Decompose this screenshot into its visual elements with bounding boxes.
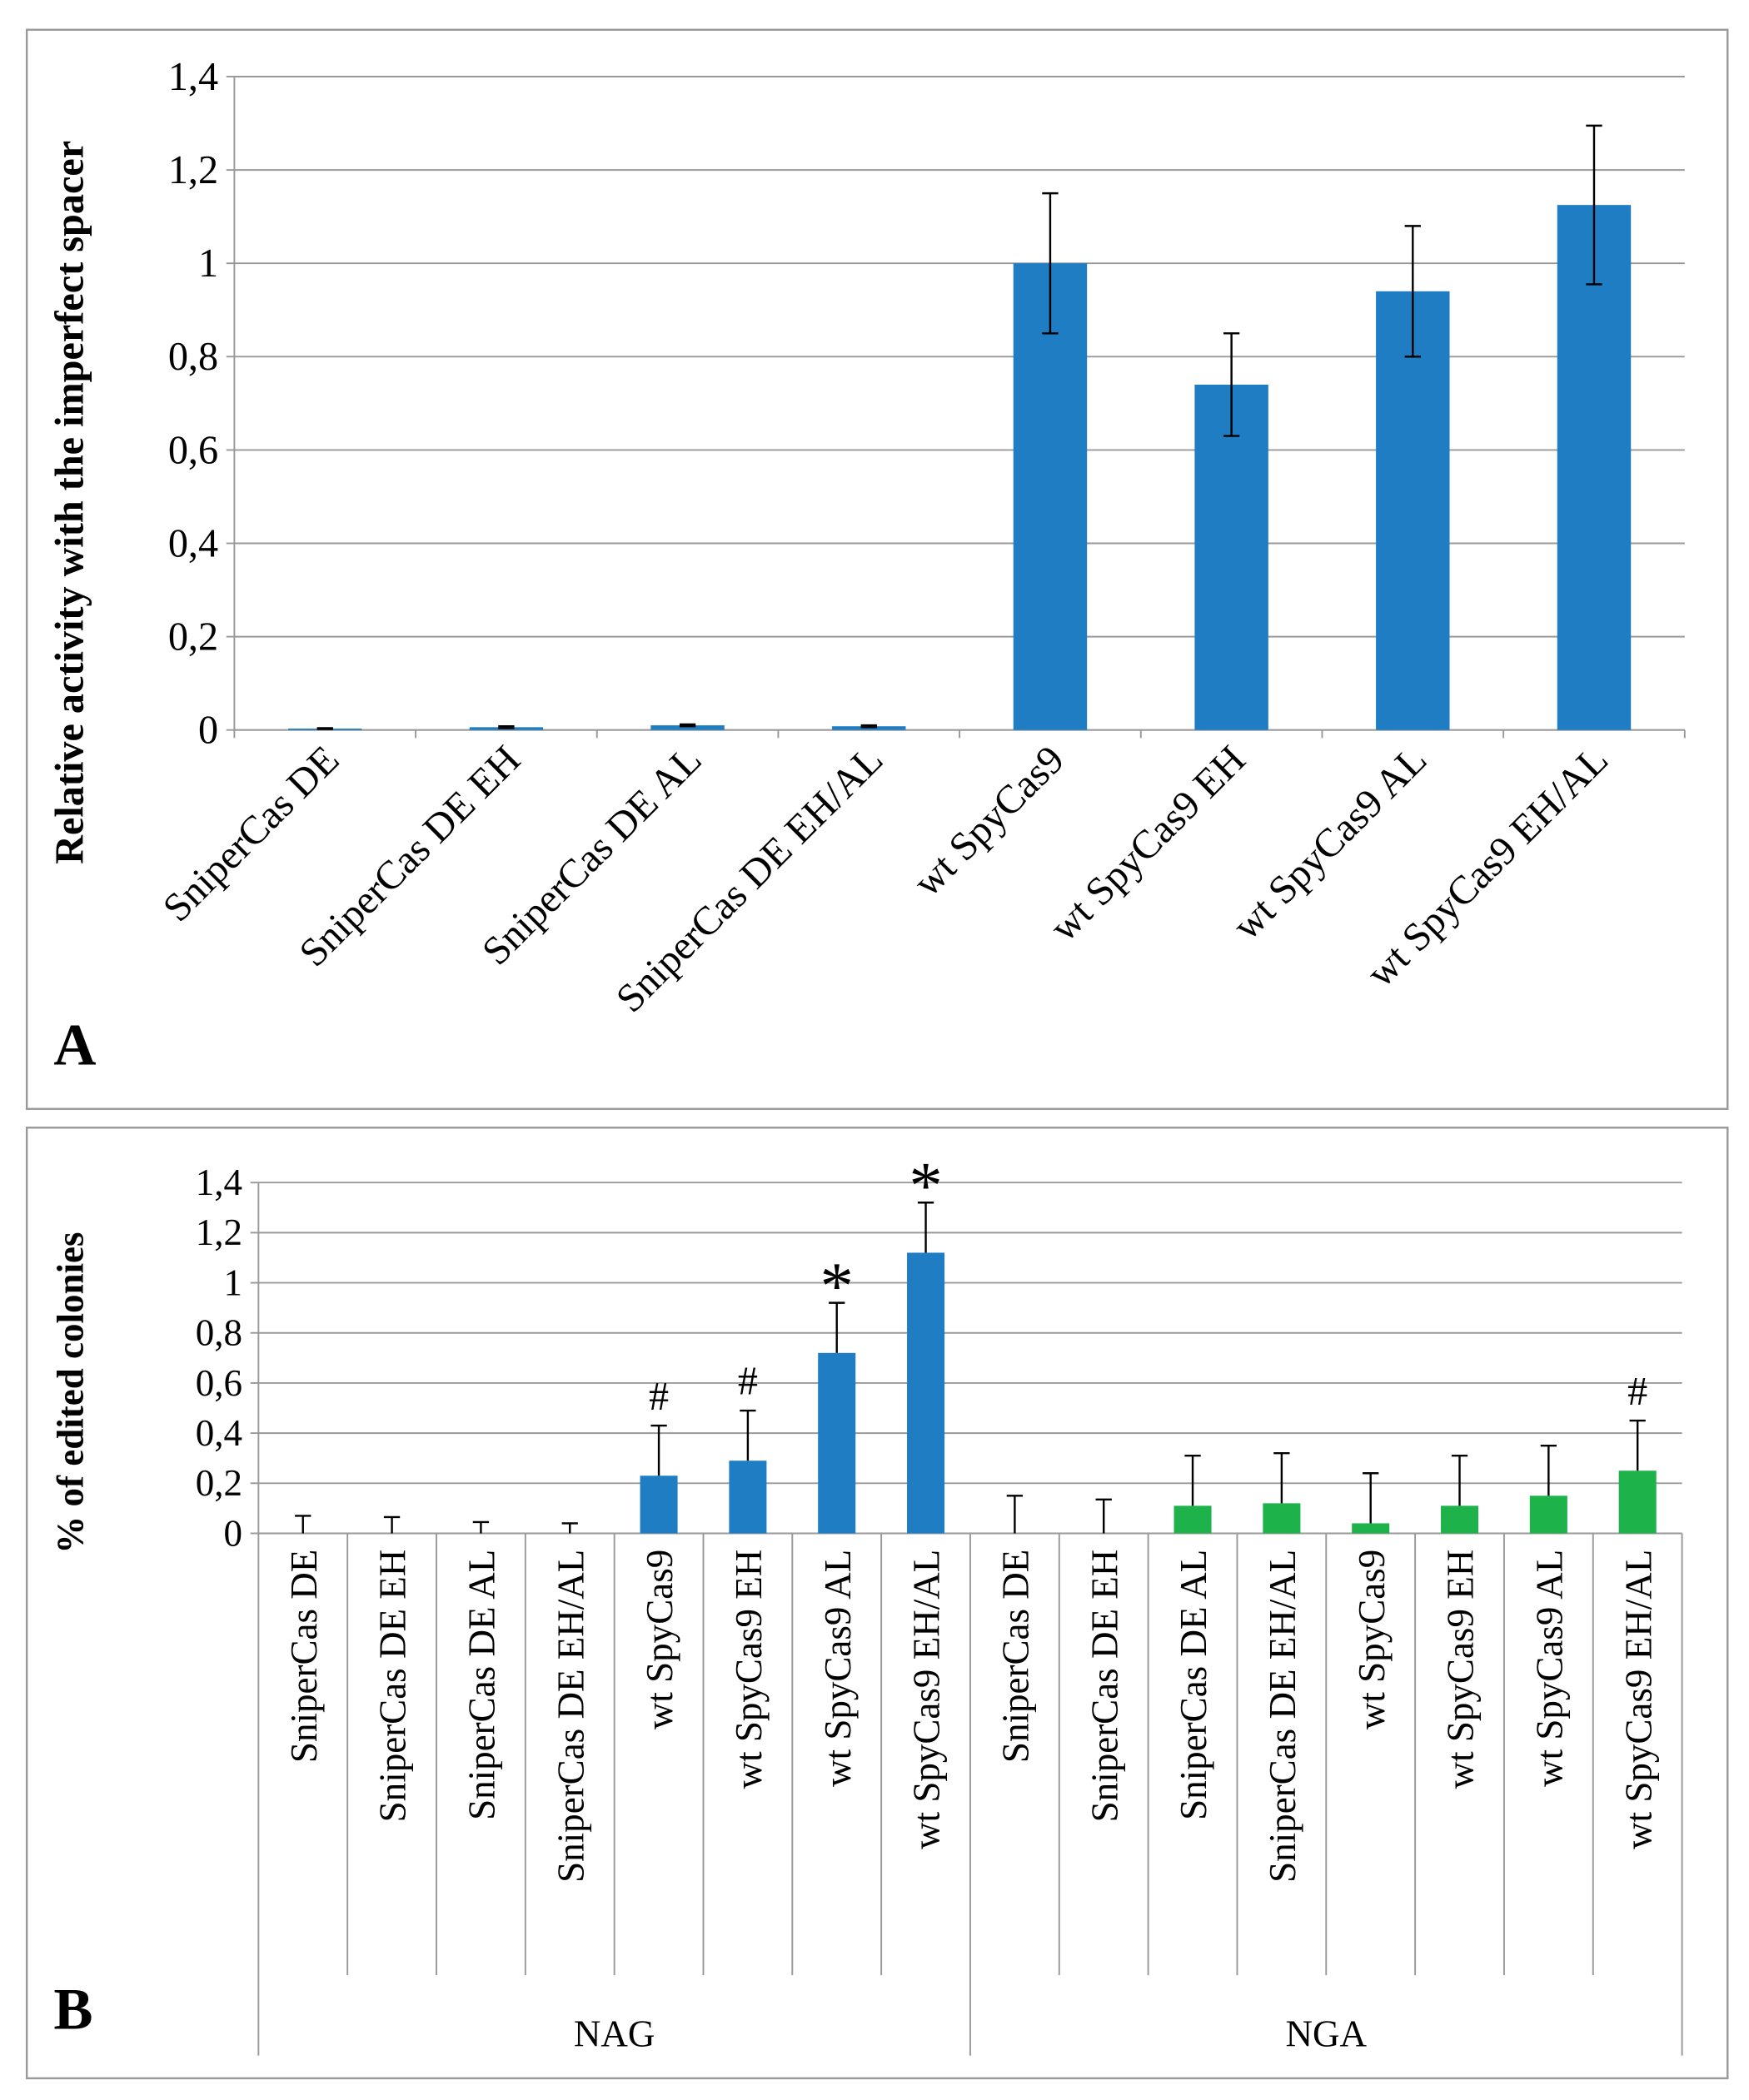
x-tick-label: wt SpyCas9 EH/AL — [906, 1550, 948, 1849]
bar — [650, 725, 725, 730]
annotation: # — [649, 1375, 669, 1419]
x-tick-label: wt SpyCas9 EH/AL — [1617, 1550, 1659, 1849]
y-tick-label: 0 — [224, 1512, 243, 1554]
y-tick-label: 0 — [198, 709, 218, 753]
panel-frame — [25, 1127, 1729, 2080]
x-tick-label: SniperCas DE — [155, 738, 348, 931]
panel-label: A — [53, 1013, 96, 1078]
y-tick-label: 0,2 — [168, 615, 218, 659]
y-axis-label: Relative activity with the imperfect spa… — [48, 141, 92, 864]
x-tick-label: wt SpyCas9 — [905, 738, 1073, 905]
y-tick-label: 1,4 — [168, 55, 218, 99]
bar — [1013, 263, 1088, 730]
panel-label: B — [53, 1977, 92, 2042]
x-tick-label: SniperCas DE EH — [372, 1550, 414, 1823]
annotation: # — [1627, 1370, 1647, 1414]
y-tick-label: 1 — [198, 241, 218, 286]
bar — [1263, 1503, 1301, 1534]
annotation: * — [820, 1249, 854, 1323]
x-tick-label: wt SpyCas9 AL — [1528, 1550, 1570, 1787]
y-tick-label: 1,2 — [168, 148, 218, 192]
bar — [729, 1461, 767, 1534]
x-tick-label: wt SpyCas9 — [639, 1550, 680, 1729]
y-tick-label: 0,8 — [196, 1312, 242, 1354]
bar — [818, 1352, 856, 1534]
x-tick-label: SniperCas DE — [283, 1550, 325, 1763]
group-label: NGA — [1286, 2013, 1368, 2054]
x-tick-label: wt SpyCas9 EH — [1440, 1550, 1482, 1789]
x-tick-label: SniperCas DE AL — [461, 1550, 502, 1820]
x-tick-label: SniperCas DE — [994, 1550, 1036, 1763]
x-tick-label: SniperCas DE EH/AL — [1262, 1550, 1303, 1883]
y-tick-label: 0,2 — [196, 1462, 242, 1504]
bar — [907, 1252, 945, 1534]
bar — [1441, 1505, 1479, 1534]
bar — [1376, 291, 1450, 730]
bar — [1352, 1523, 1390, 1534]
y-tick-label: 1,4 — [196, 1162, 242, 1203]
y-tick-label: 0,8 — [168, 335, 218, 379]
bar — [640, 1475, 678, 1534]
y-tick-label: 0,4 — [196, 1412, 242, 1454]
bar — [1618, 1470, 1657, 1534]
y-tick-label: 0,6 — [196, 1362, 242, 1404]
bar — [1529, 1495, 1567, 1534]
annotation: # — [738, 1360, 758, 1404]
x-tick-label: SniperCas DE AL — [1173, 1550, 1214, 1820]
y-tick-label: 0,4 — [168, 521, 218, 565]
bar — [1173, 1505, 1212, 1534]
x-tick-label: wt SpyCas9 EH — [728, 1550, 770, 1789]
y-tick-label: 0,6 — [168, 428, 218, 472]
x-tick-label: wt SpyCas9 — [1351, 1550, 1393, 1729]
x-tick-label: SniperCas DE EH/AL — [550, 1550, 591, 1883]
x-tick-label: wt SpyCas9 AL — [817, 1550, 859, 1787]
x-tick-label: SniperCas DE EH — [1084, 1550, 1125, 1823]
y-axis-label: % of edited colonies — [50, 1232, 92, 1553]
y-tick-label: 1 — [224, 1261, 243, 1303]
panel-frame — [25, 28, 1729, 1110]
x-tick-label: wt SpyCas9 AL — [1224, 738, 1435, 948]
bar — [1557, 205, 1632, 730]
x-tick-label: wt SpyCas9 EH — [1041, 738, 1253, 950]
annotation: * — [909, 1149, 942, 1223]
group-label: NAG — [574, 2013, 655, 2054]
y-tick-label: 1,2 — [196, 1212, 242, 1253]
bar — [1194, 384, 1268, 730]
